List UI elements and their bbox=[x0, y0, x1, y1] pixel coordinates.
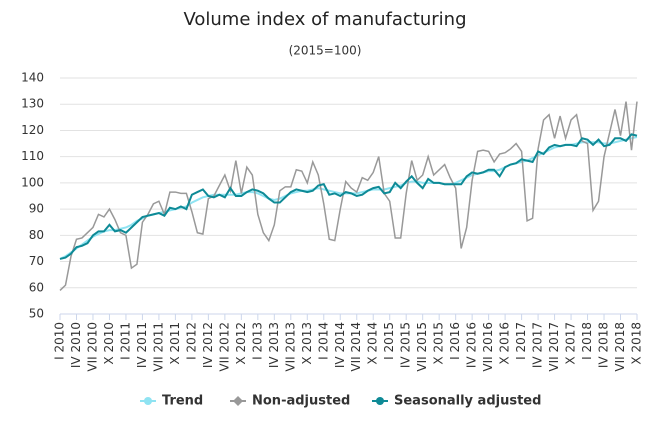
x-tick-label: X 2016 bbox=[498, 322, 512, 365]
y-tick-label: 120 bbox=[21, 123, 44, 137]
y-tick-label: 110 bbox=[21, 149, 44, 163]
x-tick-label: IV 2013 bbox=[267, 322, 281, 368]
x-tick-label: I 2018 bbox=[580, 322, 594, 360]
x-tick-label: X 2015 bbox=[432, 322, 446, 365]
x-tick-label: I 2014 bbox=[316, 322, 330, 360]
legend-label: Seasonally adjusted bbox=[394, 394, 541, 409]
x-tick-label: I 2017 bbox=[514, 322, 528, 360]
legend-marker bbox=[233, 396, 243, 406]
x-tick-label: X 2010 bbox=[102, 322, 116, 365]
x-tick-label: VII 2013 bbox=[283, 322, 297, 372]
x-tick-label: I 2011 bbox=[118, 322, 132, 360]
y-tick-label: 50 bbox=[29, 307, 44, 321]
chart-title: Volume index of manufacturing bbox=[183, 9, 466, 30]
x-tick-label: IV 2011 bbox=[135, 322, 149, 368]
x-tick-label: I 2012 bbox=[184, 322, 198, 360]
x-tick-label: VII 2011 bbox=[151, 322, 165, 372]
x-tick-label: IV 2018 bbox=[597, 322, 611, 368]
x-tick-label: I 2010 bbox=[53, 322, 67, 360]
x-tick-label: VII 2010 bbox=[85, 322, 99, 372]
y-tick-label: 80 bbox=[29, 228, 44, 242]
x-tick-label: VII 2015 bbox=[415, 322, 429, 372]
legend: Trend Non-adjusted Seasonally adjusted bbox=[140, 394, 541, 409]
x-tick-label: VII 2016 bbox=[481, 322, 495, 372]
y-tick-label: 140 bbox=[21, 71, 44, 85]
x-tick-label: IV 2017 bbox=[531, 322, 545, 368]
x-tick-label: X 2018 bbox=[630, 322, 644, 365]
y-tick-label: 60 bbox=[29, 280, 44, 294]
x-tick-label: I 2016 bbox=[448, 322, 462, 360]
legend-marker bbox=[376, 397, 384, 405]
x-tick-label: VII 2018 bbox=[613, 322, 627, 372]
x-tick-label: X 2013 bbox=[300, 322, 314, 365]
x-tick-label: IV 2014 bbox=[333, 322, 347, 368]
series-line bbox=[59, 136, 638, 260]
y-tick-label: 100 bbox=[21, 175, 44, 189]
y-tick-label: 130 bbox=[21, 97, 44, 111]
y-tick-label: 90 bbox=[29, 202, 44, 216]
y-tick-label: 70 bbox=[29, 254, 44, 268]
x-tick-label: X 2017 bbox=[564, 322, 578, 365]
x-tick-label: VII 2012 bbox=[217, 322, 231, 372]
legend-marker bbox=[144, 397, 152, 405]
x-tick-label: VII 2014 bbox=[349, 322, 363, 372]
x-tick-label: IV 2010 bbox=[69, 322, 83, 368]
series-line bbox=[59, 133, 638, 260]
legend-label: Trend bbox=[162, 394, 203, 409]
x-tick-label: X 2011 bbox=[168, 322, 182, 365]
series-line bbox=[59, 101, 638, 291]
x-tick-label: I 2013 bbox=[250, 322, 264, 360]
x-tick-label: VII 2017 bbox=[547, 322, 561, 372]
x-tick-label: X 2014 bbox=[366, 322, 380, 365]
legend-label: Non-adjusted bbox=[252, 394, 350, 409]
x-tick-label: I 2015 bbox=[382, 322, 396, 360]
x-tick-label: IV 2012 bbox=[201, 322, 215, 368]
x-tick-label: IV 2016 bbox=[465, 322, 479, 368]
x-tick-label: X 2012 bbox=[234, 322, 248, 365]
chart-subtitle: (2015=100) bbox=[289, 44, 362, 58]
x-tick-label: IV 2015 bbox=[399, 322, 413, 368]
